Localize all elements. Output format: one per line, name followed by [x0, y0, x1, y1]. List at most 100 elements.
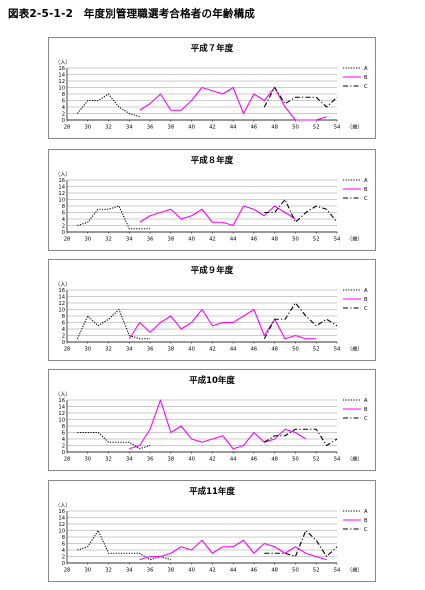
y-tick-label: 10: [58, 417, 65, 423]
y-tick-label: 14: [58, 294, 65, 300]
y-unit-label: （人）: [55, 59, 71, 66]
chart-h10: 平成10年度 （人） 16 14 12 10 8 6 4 2 0 28 30 32 34 36 38 40 42 44…: [48, 369, 376, 471]
x-tick-label: 30: [84, 457, 91, 463]
x-tick-label: 52: [313, 347, 320, 353]
y-tick-label: 4: [62, 105, 66, 111]
chart-title: 平成11年度: [189, 486, 235, 497]
series-line-a: [77, 431, 151, 450]
y-tick-label: 14: [58, 515, 65, 521]
x-tick-label: 50: [292, 125, 299, 131]
y-unit-label: （人）: [55, 391, 71, 398]
y-tick-label: 8: [62, 535, 65, 541]
x-tick-label: 40: [188, 347, 195, 353]
x-tick-label: 52: [313, 568, 320, 574]
chart-title: 平成９年度: [191, 265, 234, 276]
x-tick-label: 46: [251, 347, 258, 353]
y-tick-label: 8: [62, 204, 65, 210]
x-tick-label: 34: [126, 237, 133, 243]
x-tick-label: 36: [147, 237, 154, 243]
x-tick-label: 36: [147, 568, 154, 574]
y-tick-label: 12: [58, 301, 65, 307]
y-tick-label: 6: [62, 430, 65, 436]
chart-title: 平成８年度: [191, 155, 234, 166]
chart-h8: 平成８年度 （人） 16 14 12 10 8 6 4 2 0 28 30 32 34 36 38 40 42 44 4…: [48, 149, 376, 251]
series-line-b: [129, 399, 307, 450]
x-tick-label: 50: [292, 237, 299, 243]
x-tick-label: 42: [209, 125, 216, 131]
x-tick-label: 42: [209, 347, 216, 353]
x-tick-label: 34: [126, 125, 133, 131]
x-tick-label: 54: [334, 125, 341, 131]
series-line-a: [77, 529, 172, 561]
y-tick-label: 2: [62, 443, 65, 449]
series-line-c: [264, 198, 338, 223]
legend-label-b: B: [364, 518, 368, 524]
x-tick-label: 28: [64, 457, 71, 463]
legend-label-a: A: [364, 178, 368, 184]
series-line-c: [263, 302, 338, 340]
legend-label-c: C: [364, 84, 368, 90]
y-tick-label: 16: [58, 398, 65, 404]
x-tick-label: 38: [168, 237, 175, 243]
x-tick-label: 40: [188, 568, 195, 574]
y-tick-label: 0: [62, 340, 65, 346]
y-tick-label: 6: [62, 320, 65, 326]
y-tick-label: 6: [62, 541, 65, 547]
y-tick-label: 12: [58, 79, 65, 85]
x-tick-label: 46: [251, 568, 258, 574]
y-tick-label: 0: [62, 561, 65, 567]
y-tick-label: 12: [58, 191, 65, 197]
y-tick-label: 12: [58, 411, 65, 417]
y-unit-label: （人）: [55, 171, 71, 178]
x-tick-label: 46: [251, 125, 258, 131]
y-unit-label: （人）: [55, 502, 71, 509]
x-tick-label: 40: [188, 125, 195, 131]
y-tick-label: 14: [58, 184, 65, 190]
series-line-a: [77, 205, 151, 230]
chart-h7: 平成７年度 （人） 16 14 12 10 8 6 4 2 0 28 30 32 34 36 38 40 42 44 4…: [48, 37, 376, 139]
x-tick-label: 32: [105, 568, 112, 574]
x-tick-label: 54: [334, 568, 341, 574]
x-tick-label: 34: [126, 457, 133, 463]
series-line-b: [128, 308, 317, 340]
y-tick-label: 2: [62, 223, 65, 229]
series-line-b: [139, 539, 327, 561]
x-tick-label: 38: [168, 568, 175, 574]
legend-label-c: C: [364, 416, 368, 422]
y-tick-label: 16: [58, 66, 65, 72]
y-tick-label: 10: [58, 197, 65, 203]
series-line-c: [263, 86, 338, 108]
legend-label-c: C: [364, 306, 368, 312]
x-tick-label: 42: [209, 237, 216, 243]
y-tick-label: 2: [62, 554, 65, 560]
series-line-a: [76, 93, 140, 118]
x-tick-label: 46: [251, 457, 258, 463]
legend-label-a: A: [364, 398, 368, 404]
x-tick-label: 50: [292, 347, 299, 353]
y-tick-label: 6: [62, 210, 65, 216]
x-tick-label: 52: [313, 125, 320, 131]
x-unit-label: （歳）: [347, 345, 363, 353]
x-tick-label: 42: [209, 457, 216, 463]
legend-label-b: B: [364, 297, 368, 303]
x-tick-label: 54: [334, 347, 341, 353]
chart-title: 平成10年度: [189, 375, 235, 386]
y-tick-label: 16: [58, 288, 65, 294]
y-tick-label: 0: [62, 450, 65, 456]
y-tick-label: 4: [62, 217, 66, 223]
y-unit-label: （人）: [55, 281, 71, 288]
chart-h11: 平成11年度 （人） 16 14 12 10 8 6 4 2 0 28 30 32 34 36 38 40 42 44…: [48, 480, 376, 582]
x-tick-label: 40: [188, 457, 195, 463]
y-tick-label: 10: [58, 85, 65, 91]
y-tick-label: 16: [58, 178, 65, 184]
legend-label-a: A: [364, 509, 368, 515]
legend-label-b: B: [364, 187, 368, 193]
x-tick-label: 32: [105, 457, 112, 463]
y-tick-label: 2: [62, 333, 65, 339]
x-tick-label: 36: [147, 347, 154, 353]
x-tick-label: 38: [168, 457, 175, 463]
series-line-c: [264, 428, 338, 447]
x-tick-label: 28: [64, 347, 71, 353]
x-tick-label: 28: [64, 568, 71, 574]
